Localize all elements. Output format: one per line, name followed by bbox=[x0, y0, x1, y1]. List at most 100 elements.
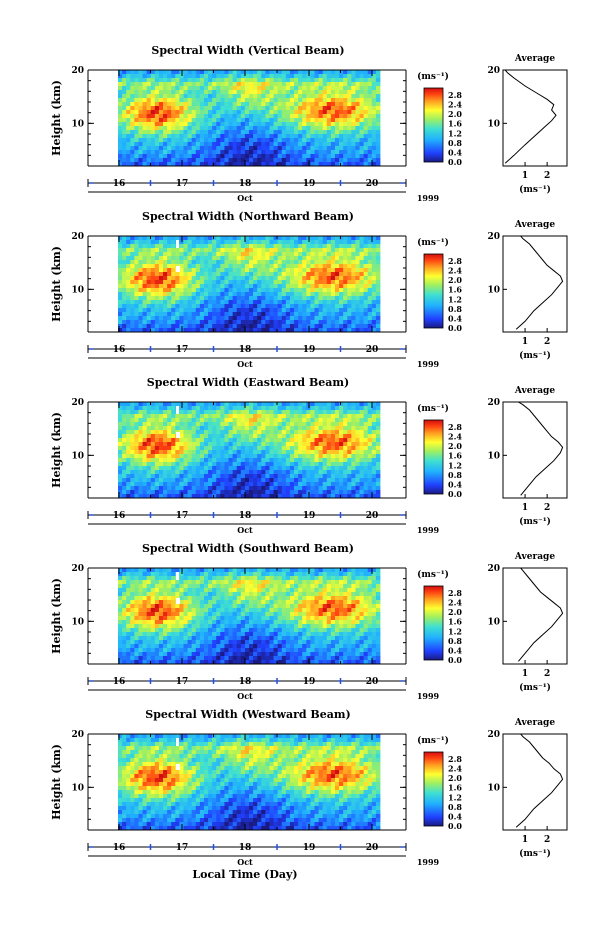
heatmap-cell bbox=[375, 490, 381, 495]
heatmap-cell bbox=[163, 86, 168, 91]
heatmap-cell bbox=[118, 482, 123, 487]
heatmap-cell bbox=[318, 316, 324, 321]
heatmap-cell bbox=[167, 482, 172, 487]
heatmap-cell bbox=[359, 280, 365, 285]
heatmap-cell bbox=[171, 300, 176, 305]
heatmap-cell bbox=[285, 438, 291, 443]
heatmap-cell bbox=[261, 146, 266, 151]
heatmap-cell bbox=[171, 478, 176, 483]
heatmap-cell bbox=[138, 82, 143, 87]
heatmap-cell bbox=[220, 256, 225, 261]
heatmap-cell bbox=[179, 268, 184, 273]
heatmap-cell bbox=[294, 320, 299, 325]
heatmap-cell bbox=[150, 478, 156, 483]
heatmap-cell bbox=[265, 494, 270, 499]
heatmap-cell bbox=[347, 422, 352, 427]
heatmap-cell bbox=[249, 288, 254, 293]
heatmap-cell bbox=[199, 292, 205, 297]
heatmap-cell bbox=[363, 94, 369, 99]
heatmap-cell bbox=[343, 272, 348, 277]
heatmap-cell bbox=[339, 260, 344, 265]
heatmap-cell bbox=[371, 478, 377, 483]
heatmap-cell bbox=[183, 434, 188, 439]
heatmap-cell bbox=[257, 482, 262, 487]
heatmap-cell bbox=[318, 450, 324, 455]
panel-title: Spectral Width (Vertical Beam) bbox=[151, 44, 344, 57]
heatmap-cell bbox=[351, 146, 356, 151]
panel-title: Spectral Width (Southward Beam) bbox=[142, 542, 354, 555]
heatmap-cell bbox=[351, 478, 356, 483]
heatmap-cell bbox=[257, 288, 262, 293]
heatmap-cell bbox=[339, 162, 344, 167]
heatmap-cell bbox=[171, 288, 176, 293]
heatmap-cell bbox=[154, 240, 160, 245]
heatmap-cell bbox=[195, 458, 201, 463]
heatmap-cell bbox=[187, 74, 193, 79]
heatmap-cell bbox=[355, 422, 360, 427]
heatmap-cell bbox=[306, 142, 311, 147]
heatmap-cell bbox=[351, 150, 356, 155]
heatmap-cell bbox=[244, 74, 250, 79]
heatmap-cell bbox=[359, 106, 365, 111]
heatmap-cell bbox=[236, 260, 242, 265]
heatmap-cell bbox=[208, 252, 213, 257]
heatmap-cell bbox=[228, 138, 234, 143]
heatmap-cell bbox=[310, 406, 315, 411]
heatmap-cell bbox=[126, 78, 131, 83]
heatmap-cell bbox=[277, 118, 283, 123]
heatmap-cell bbox=[249, 268, 254, 273]
heatmap-cell bbox=[138, 462, 143, 467]
heatmap-cell bbox=[285, 486, 291, 491]
heatmap-cell bbox=[355, 454, 360, 459]
heatmap-cell bbox=[212, 284, 217, 289]
heatmap-cell bbox=[179, 244, 184, 249]
heatmap-cell bbox=[371, 402, 377, 407]
heatmap-cell bbox=[334, 106, 340, 111]
heatmap-cell bbox=[318, 300, 324, 305]
heatmap-cell bbox=[122, 272, 127, 277]
heatmap-cell bbox=[318, 106, 324, 111]
heatmap-cell bbox=[363, 134, 369, 139]
heatmap-cell bbox=[265, 74, 270, 79]
heatmap-cell bbox=[355, 410, 360, 415]
heatmap-cell bbox=[187, 264, 193, 269]
heatmap-cell bbox=[322, 426, 328, 431]
heatmap-cell bbox=[118, 272, 123, 277]
heatmap-cell bbox=[118, 130, 123, 135]
heatmap-cell bbox=[371, 122, 377, 127]
heatmap-cell bbox=[257, 312, 262, 317]
heatmap-cell bbox=[253, 90, 258, 95]
heatmap-cell bbox=[240, 98, 246, 103]
heatmap-cell bbox=[212, 130, 217, 135]
heatmap-cell bbox=[228, 312, 234, 317]
heatmap-cell bbox=[216, 248, 221, 253]
heatmap-cell bbox=[244, 114, 250, 119]
heatmap-cell bbox=[330, 442, 336, 447]
heatmap-cell bbox=[224, 406, 229, 411]
heatmap-cell bbox=[203, 478, 209, 483]
heatmap-cell bbox=[269, 300, 274, 305]
heatmap-cell bbox=[351, 324, 356, 329]
time-marker bbox=[337, 180, 344, 186]
heatmap-cell bbox=[236, 454, 242, 459]
heatmap-cell bbox=[355, 284, 360, 289]
heatmap-cell bbox=[294, 70, 299, 75]
heatmap-cell bbox=[261, 114, 266, 119]
heatmap-cell bbox=[347, 434, 352, 439]
heatmap-cell bbox=[249, 74, 254, 79]
heatmap-cell bbox=[261, 236, 266, 241]
heatmap-cell bbox=[191, 494, 197, 499]
heatmap-cell bbox=[265, 268, 270, 273]
heatmap-cell bbox=[359, 118, 365, 123]
heatmap-cell bbox=[167, 260, 172, 265]
heatmap-cell bbox=[212, 276, 217, 281]
heatmap-cell bbox=[355, 320, 360, 325]
heatmap-cell bbox=[199, 94, 205, 99]
heatmap-cell bbox=[355, 134, 360, 139]
heatmap-cell bbox=[118, 576, 123, 581]
colorbar-tick-label: 0.0 bbox=[448, 157, 462, 167]
heatmap-cell bbox=[142, 110, 148, 115]
heatmap-cell bbox=[347, 466, 352, 471]
heatmap-cell bbox=[363, 304, 369, 309]
heatmap-cell bbox=[359, 264, 365, 269]
